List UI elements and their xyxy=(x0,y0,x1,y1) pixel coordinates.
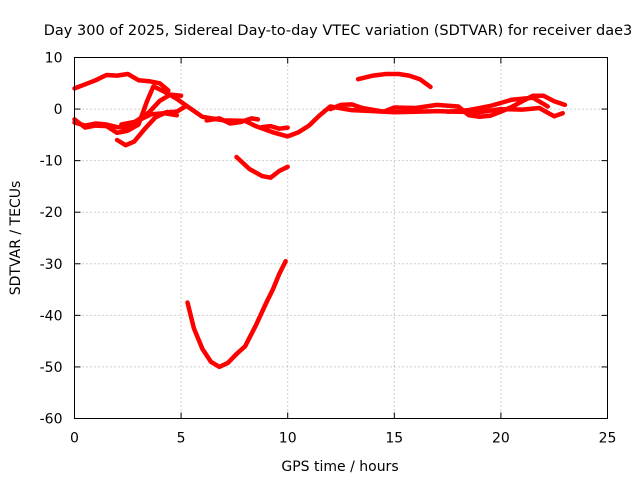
x-tick-label: 20 xyxy=(492,431,510,447)
series-arc-e xyxy=(119,110,180,127)
x-tick-label: 0 xyxy=(70,431,79,447)
ticks: 0 5 10 15 20 25 -60 -50 -40 -30 -20 -10 0 10 xyxy=(40,51,617,447)
series-arc-c xyxy=(72,92,184,130)
y-tick-label: -40 xyxy=(40,308,63,324)
series-arc-a xyxy=(72,71,171,93)
y-tick-label: -50 xyxy=(40,360,63,376)
x-tick-label: 25 xyxy=(599,431,617,447)
series-arc-l xyxy=(445,95,551,114)
chart-title: Day 300 of 2025, Sidereal Day-to-day VTE… xyxy=(44,23,633,39)
y-tick-label: 0 xyxy=(54,102,63,118)
x-tick-label: 10 xyxy=(279,431,297,447)
y-tick-label: -30 xyxy=(40,257,63,273)
series-arc-i xyxy=(185,258,288,370)
x-axis-label: GPS time / hours xyxy=(281,459,398,475)
x-tick-label: 5 xyxy=(177,431,186,447)
series-arc-d xyxy=(114,104,188,148)
series-arc-f xyxy=(204,116,261,126)
series-arc-h xyxy=(234,154,290,180)
grid xyxy=(74,57,608,419)
y-tick-label: -20 xyxy=(40,205,63,221)
series-group xyxy=(72,71,568,370)
y-tick-label: -60 xyxy=(40,412,63,428)
y-tick-label: 10 xyxy=(45,51,63,67)
x-tick-label: 15 xyxy=(385,431,403,447)
y-axis-label: SDTVAR / TECUs xyxy=(8,181,24,296)
series-arc-j xyxy=(355,71,433,90)
y-tick-label: -10 xyxy=(40,154,63,170)
plot-frame xyxy=(74,57,608,419)
series-arc-g xyxy=(259,123,290,131)
